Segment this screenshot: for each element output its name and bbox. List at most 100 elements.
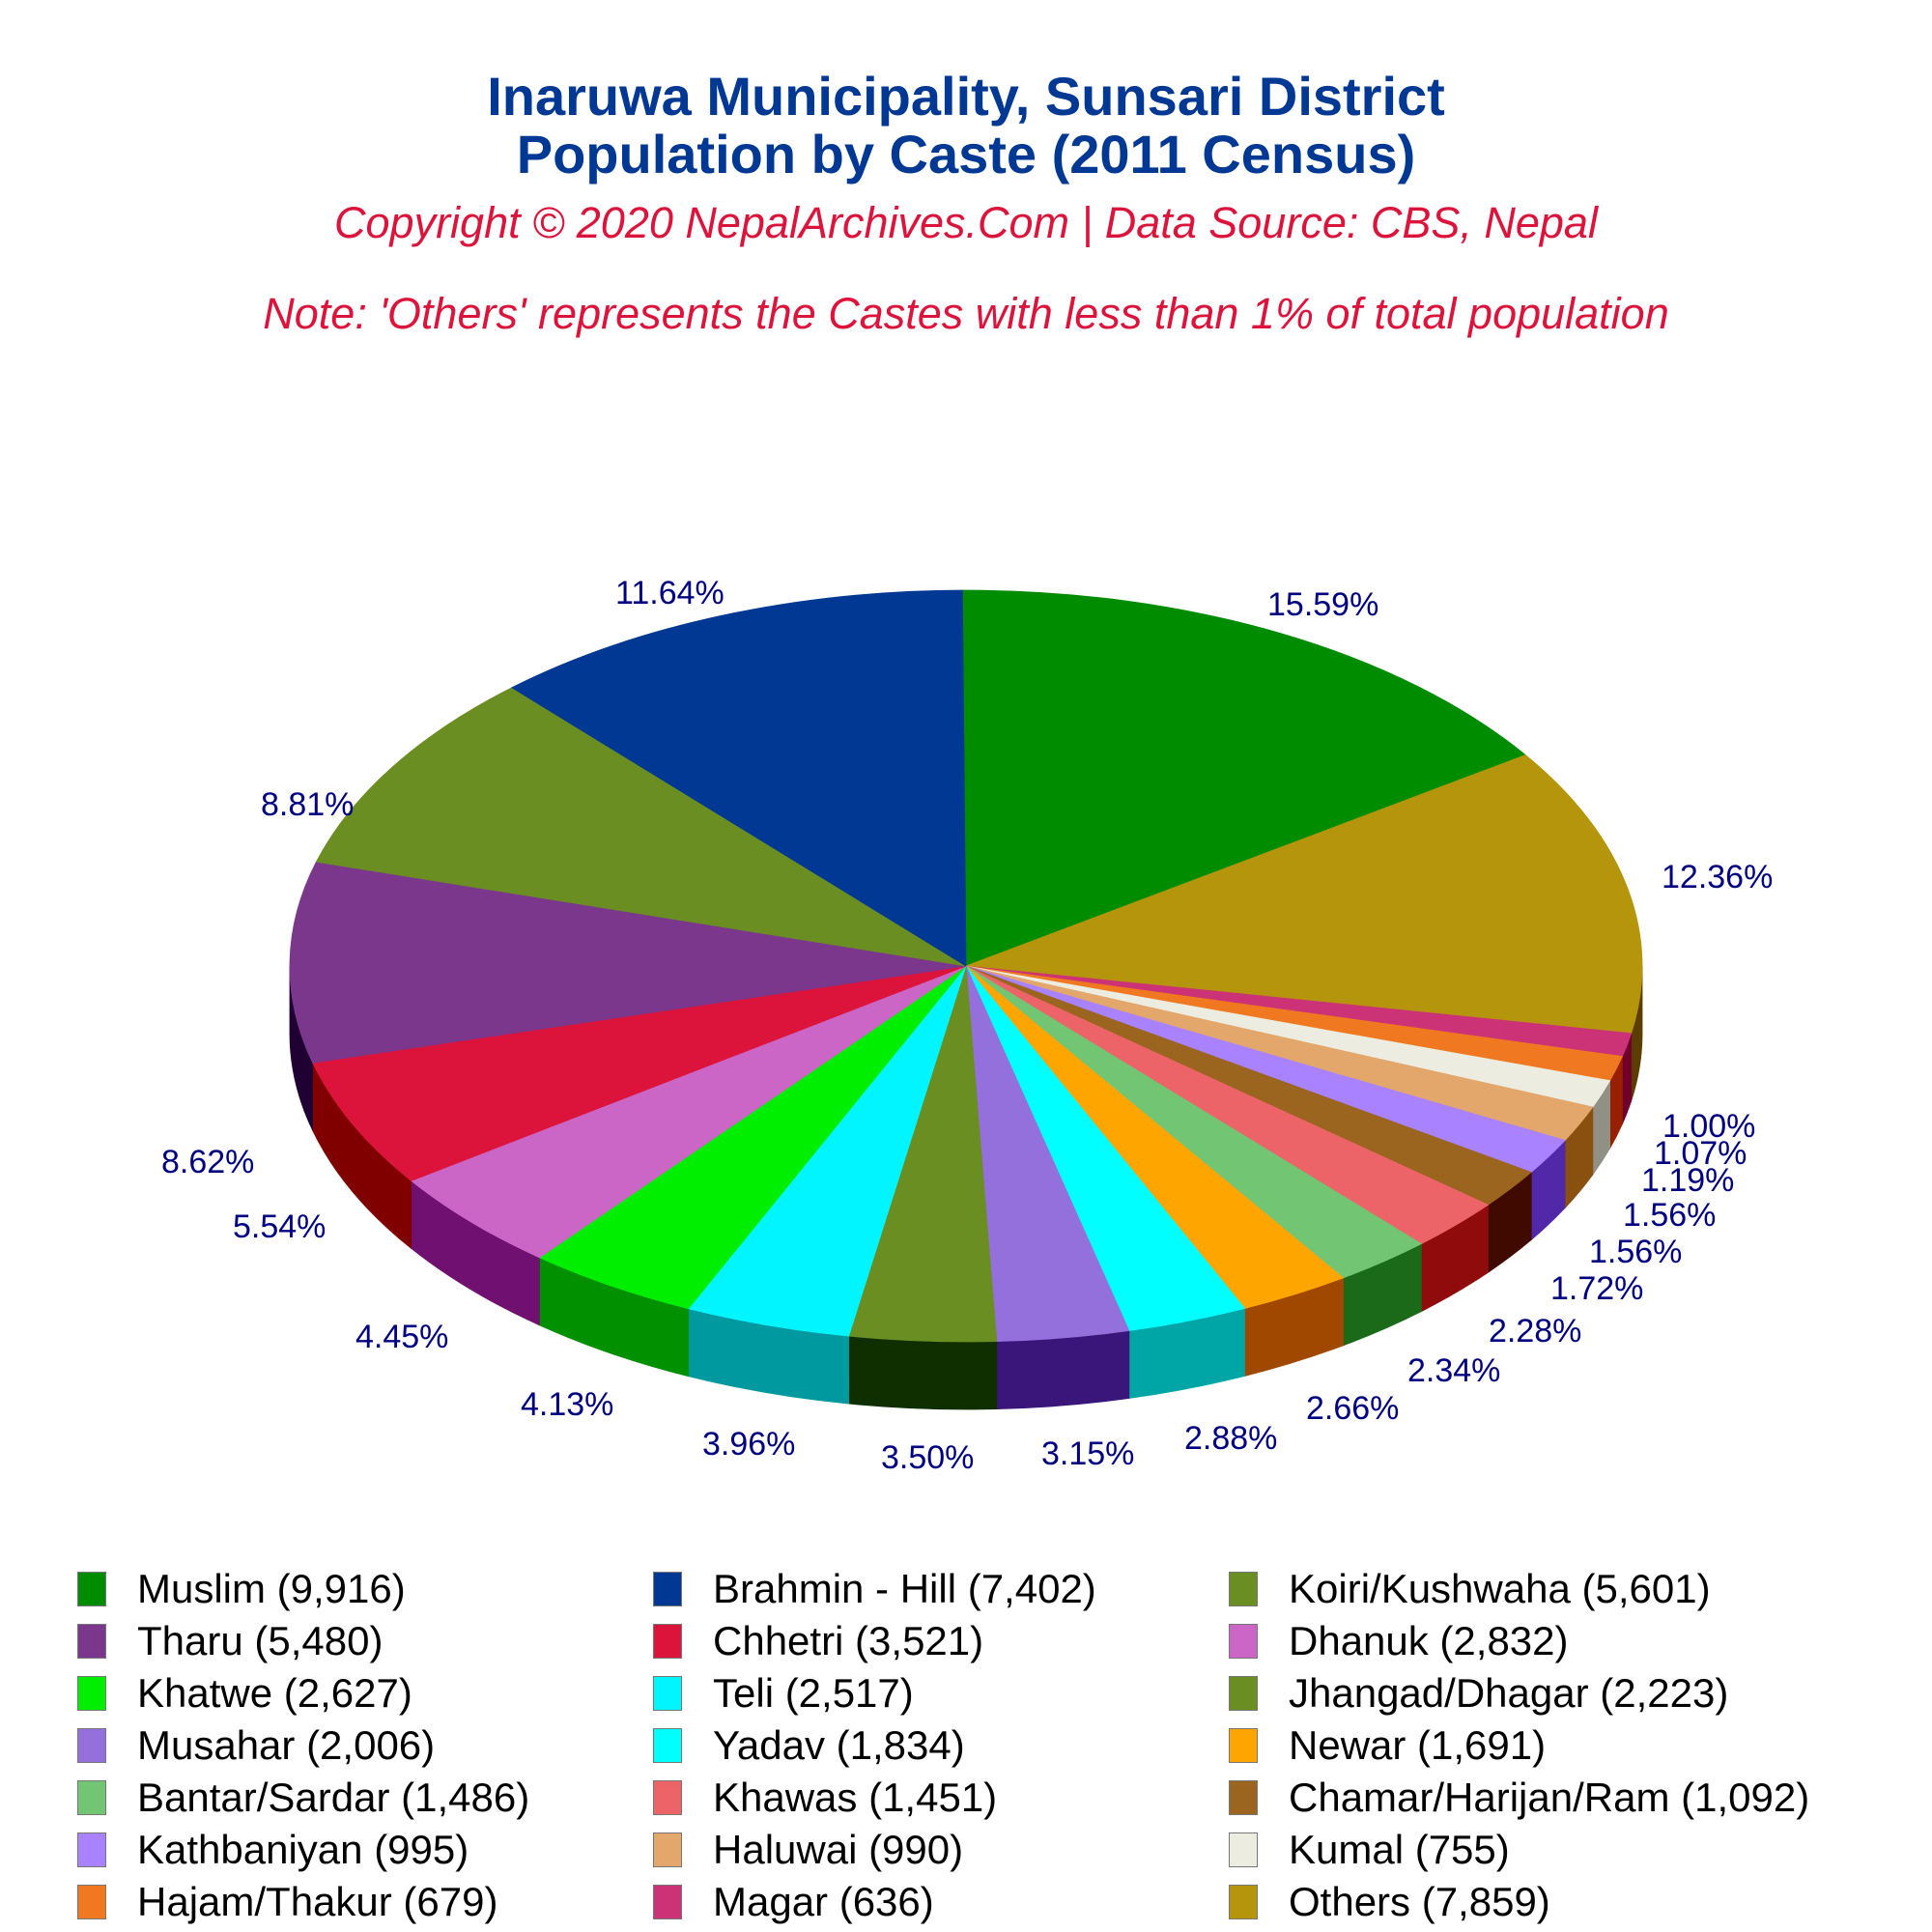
legend-swatch bbox=[653, 1780, 682, 1815]
legend-label: Others (7,859) bbox=[1289, 1879, 1550, 1924]
legend-item: Hajam/Thakur (679) bbox=[77, 1878, 497, 1926]
legend-item: Bantar/Sardar (1,486) bbox=[77, 1774, 529, 1822]
note-text: Note: 'Others' represents the Castes wit… bbox=[263, 289, 1669, 338]
pie-slice-muslim bbox=[961, 589, 1526, 967]
legend-label: Muslim (9,916) bbox=[137, 1566, 406, 1611]
percent-label: 2.88% bbox=[1184, 1420, 1277, 1457]
percent-label: 5.54% bbox=[233, 1208, 326, 1245]
legend-item: Kathbaniyan (995) bbox=[77, 1826, 469, 1874]
percent-label: 2.34% bbox=[1407, 1352, 1500, 1389]
percent-label: 15.59% bbox=[1267, 586, 1378, 623]
legend-label: Khawas (1,451) bbox=[713, 1775, 998, 1820]
percent-label: 1.56% bbox=[1623, 1197, 1716, 1234]
legend-swatch bbox=[77, 1885, 106, 1919]
legend-swatch bbox=[1229, 1624, 1258, 1659]
pie-slice-others bbox=[965, 754, 1643, 1035]
pie-chart: 15.59%12.36%1.00%1.07%1.19%1.56%1.56%1.7… bbox=[161, 575, 1773, 1476]
percent-label: 2.66% bbox=[1306, 1390, 1399, 1427]
percent-label: 2.28% bbox=[1489, 1313, 1581, 1350]
legend-item: Newar (1,691) bbox=[1229, 1721, 1546, 1770]
legend-label: Chhetri (3,521) bbox=[713, 1618, 984, 1663]
legend-swatch bbox=[77, 1676, 106, 1711]
legend-item: Brahmin - Hill (7,402) bbox=[653, 1565, 1096, 1613]
pie-side-jhangad-dhagar bbox=[848, 1335, 998, 1410]
legend-swatch bbox=[653, 1676, 682, 1711]
legend-swatch bbox=[653, 1624, 682, 1659]
legend-label: Musahar (2,006) bbox=[137, 1722, 436, 1768]
legend-label: Khatwe (2,627) bbox=[137, 1670, 412, 1716]
percent-label: 4.45% bbox=[355, 1319, 448, 1355]
percent-label: 1.19% bbox=[1641, 1162, 1734, 1199]
legend-item: Kumal (755) bbox=[1229, 1826, 1510, 1874]
pie-side-musahar bbox=[996, 1330, 1130, 1410]
pie-percent-labels: 15.59%12.36%1.00%1.07%1.19%1.56%1.56%1.7… bbox=[161, 575, 1773, 1476]
pie-top-faces bbox=[289, 589, 1643, 1343]
legend-item: Haluwai (990) bbox=[653, 1826, 963, 1874]
legend-label: Magar (636) bbox=[713, 1879, 934, 1924]
legend-item: Chhetri (3,521) bbox=[653, 1617, 983, 1665]
pie-slice-koiri-kushwaha bbox=[315, 687, 967, 967]
legend-item: Others (7,859) bbox=[1229, 1878, 1550, 1926]
legend-swatch bbox=[653, 1728, 682, 1763]
legend-swatch bbox=[1229, 1780, 1258, 1815]
chart-title-line1: Inaruwa Municipality, Sunsari District bbox=[487, 66, 1445, 127]
legend-item: Magar (636) bbox=[653, 1878, 934, 1926]
legend-label: Bantar/Sardar (1,486) bbox=[137, 1775, 530, 1820]
legend-swatch bbox=[1229, 1885, 1258, 1919]
legend-item: Musahar (2,006) bbox=[77, 1721, 435, 1770]
percent-label: 1.56% bbox=[1589, 1234, 1682, 1270]
legend-label: Kumal (755) bbox=[1289, 1827, 1510, 1872]
percent-label: 3.50% bbox=[881, 1439, 974, 1476]
legend-label: Brahmin - Hill (7,402) bbox=[713, 1566, 1096, 1611]
legend-label: Koiri/Kushwaha (5,601) bbox=[1289, 1566, 1711, 1611]
legend-label: Hajam/Thakur (679) bbox=[137, 1879, 498, 1924]
legend-item: Jhangad/Dhagar (2,223) bbox=[1229, 1669, 1728, 1718]
legend-label: Kathbaniyan (995) bbox=[137, 1827, 469, 1872]
pie-slice-chhetri bbox=[312, 965, 967, 1181]
legend-item: Muslim (9,916) bbox=[77, 1565, 406, 1613]
percent-label: 3.96% bbox=[702, 1426, 795, 1463]
pie-side-faces bbox=[289, 965, 1643, 1410]
legend-swatch bbox=[1229, 1676, 1258, 1711]
legend-item: Koiri/Kushwaha (5,601) bbox=[1229, 1565, 1711, 1613]
legend-swatch bbox=[1229, 1728, 1258, 1763]
legend-swatch bbox=[1229, 1572, 1258, 1606]
legend-item: Chamar/Harijan/Ram (1,092) bbox=[1229, 1774, 1809, 1822]
legend-label: Newar (1,691) bbox=[1289, 1722, 1547, 1768]
percent-label: 8.62% bbox=[161, 1144, 254, 1180]
chart-title-line2: Population by Caste (2011 Census) bbox=[516, 124, 1416, 185]
legend-item: Teli (2,517) bbox=[653, 1669, 914, 1718]
percent-label: 4.13% bbox=[521, 1386, 613, 1423]
legend: Muslim (9,916) Brahmin - Hill (7,402) Koir… bbox=[0, 1565, 1932, 1932]
percent-label: 3.15% bbox=[1041, 1435, 1134, 1472]
pie-slice-khatwe bbox=[538, 965, 967, 1310]
legend-label: Yadav (1,834) bbox=[713, 1722, 965, 1768]
legend-swatch bbox=[77, 1780, 106, 1815]
legend-item: Tharu (5,480) bbox=[77, 1617, 383, 1665]
legend-swatch bbox=[653, 1885, 682, 1919]
percent-label: 1.07% bbox=[1654, 1135, 1747, 1172]
legend-item: Dhanuk (2,832) bbox=[1229, 1617, 1569, 1665]
legend-label: Dhanuk (2,832) bbox=[1289, 1618, 1569, 1663]
percent-label: 1.00% bbox=[1662, 1108, 1755, 1145]
legend-swatch bbox=[77, 1728, 106, 1763]
percent-label: 1.72% bbox=[1550, 1270, 1643, 1307]
pie-slice-tharu bbox=[289, 861, 967, 1064]
legend-swatch bbox=[77, 1833, 106, 1867]
percent-label: 8.81% bbox=[261, 786, 354, 823]
legend-label: Chamar/Harijan/Ram (1,092) bbox=[1289, 1775, 1810, 1820]
legend-item: Khatwe (2,627) bbox=[77, 1669, 412, 1718]
legend-label: Tharu (5,480) bbox=[137, 1618, 384, 1663]
legend-swatch bbox=[653, 1833, 682, 1867]
percent-label: 11.64% bbox=[615, 575, 724, 611]
legend-swatch bbox=[77, 1572, 106, 1606]
legend-label: Jhangad/Dhagar (2,223) bbox=[1289, 1670, 1729, 1716]
legend-swatch bbox=[77, 1624, 106, 1659]
legend-item: Khawas (1,451) bbox=[653, 1774, 997, 1822]
legend-swatch bbox=[1229, 1833, 1258, 1867]
legend-swatch bbox=[653, 1572, 682, 1606]
legend-label: Haluwai (990) bbox=[713, 1827, 964, 1872]
pie-slice-brahmin-hill bbox=[510, 589, 967, 967]
legend-label: Teli (2,517) bbox=[713, 1670, 914, 1716]
percent-label: 12.36% bbox=[1662, 859, 1773, 895]
